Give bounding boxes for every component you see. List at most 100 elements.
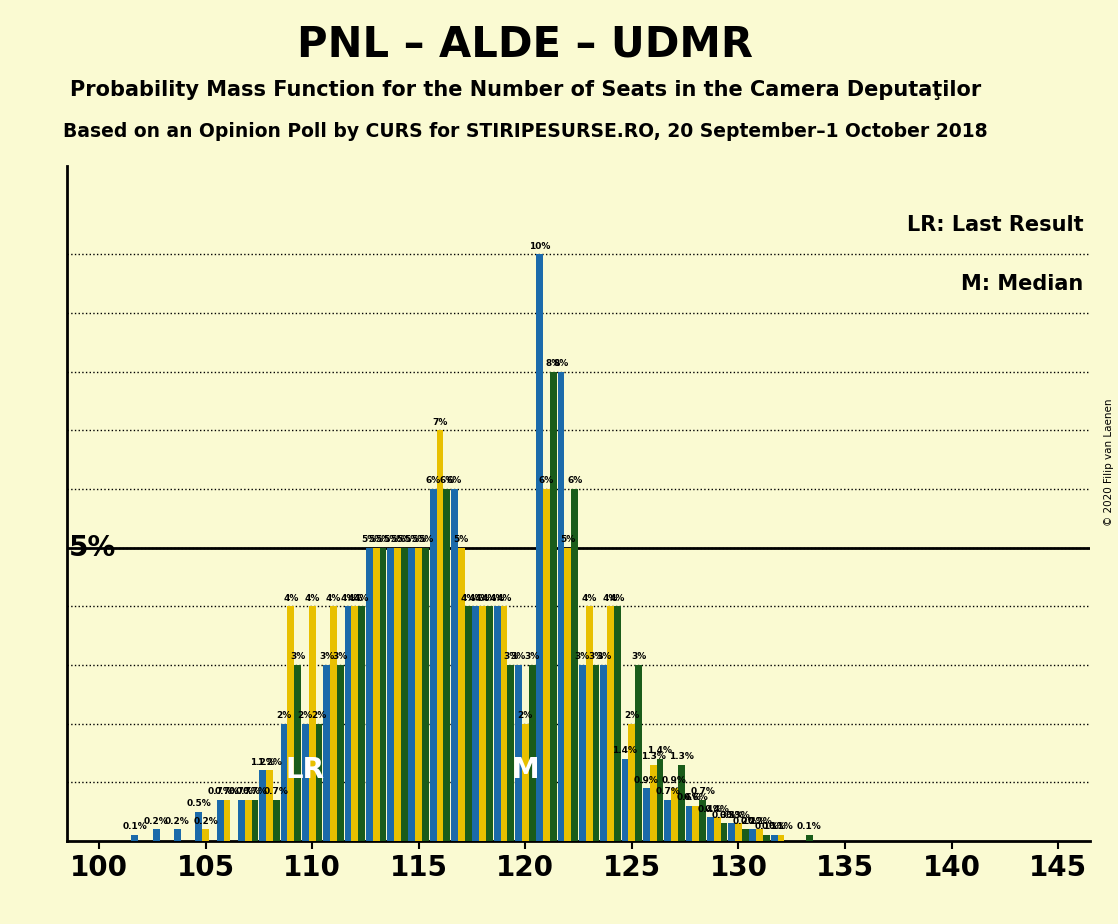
- Text: 0.1%: 0.1%: [761, 822, 787, 832]
- Text: 0.5%: 0.5%: [187, 799, 211, 808]
- Bar: [452, 489, 458, 841]
- Bar: [259, 771, 266, 841]
- Text: 0.1%: 0.1%: [797, 822, 822, 832]
- Text: 0.7%: 0.7%: [229, 787, 254, 796]
- Bar: [735, 823, 742, 841]
- Text: 0.7%: 0.7%: [264, 787, 288, 796]
- Text: 4%: 4%: [325, 594, 341, 602]
- Bar: [351, 606, 358, 841]
- Text: 3%: 3%: [588, 652, 604, 662]
- Bar: [437, 431, 444, 841]
- Bar: [294, 665, 301, 841]
- Text: 7%: 7%: [433, 418, 447, 427]
- Bar: [699, 800, 705, 841]
- Text: 3%: 3%: [596, 652, 612, 662]
- Text: 3%: 3%: [511, 652, 527, 662]
- Text: 4%: 4%: [340, 594, 356, 602]
- Bar: [671, 788, 678, 841]
- Text: 5%: 5%: [390, 535, 405, 544]
- Text: 1.3%: 1.3%: [669, 752, 694, 761]
- Bar: [281, 723, 287, 841]
- Bar: [196, 811, 202, 841]
- Text: M: Median: M: Median: [961, 274, 1083, 294]
- Text: 5%: 5%: [411, 535, 426, 544]
- Text: 4%: 4%: [283, 594, 299, 602]
- Text: 4%: 4%: [354, 594, 369, 602]
- Bar: [444, 489, 451, 841]
- Text: 0.1%: 0.1%: [123, 822, 148, 832]
- Text: 8%: 8%: [546, 359, 561, 368]
- Bar: [550, 371, 557, 841]
- Bar: [586, 606, 593, 841]
- Text: 5%: 5%: [361, 535, 377, 544]
- Bar: [302, 723, 309, 841]
- Text: 3%: 3%: [575, 652, 590, 662]
- Text: 2%: 2%: [311, 711, 326, 720]
- Bar: [728, 823, 735, 841]
- Text: 5%: 5%: [383, 535, 398, 544]
- Text: M: M: [511, 757, 539, 784]
- Text: 5%: 5%: [397, 535, 411, 544]
- Text: 0.2%: 0.2%: [747, 817, 773, 825]
- Bar: [429, 489, 437, 841]
- Bar: [742, 829, 749, 841]
- Bar: [764, 835, 770, 841]
- Bar: [465, 606, 472, 841]
- Bar: [565, 548, 571, 841]
- Text: © 2020 Filip van Laenen: © 2020 Filip van Laenen: [1105, 398, 1114, 526]
- Text: 5%: 5%: [418, 535, 433, 544]
- Text: 6%: 6%: [539, 477, 555, 485]
- Bar: [515, 665, 522, 841]
- Text: 5%: 5%: [405, 535, 419, 544]
- Bar: [749, 829, 756, 841]
- Bar: [394, 548, 401, 841]
- Bar: [529, 665, 536, 841]
- Bar: [174, 829, 181, 841]
- Bar: [315, 723, 322, 841]
- Text: 4%: 4%: [468, 594, 483, 602]
- Bar: [401, 548, 408, 841]
- Bar: [408, 548, 415, 841]
- Bar: [224, 800, 230, 841]
- Text: 2%: 2%: [276, 711, 292, 720]
- Bar: [635, 665, 642, 841]
- Text: 5%: 5%: [376, 535, 390, 544]
- Text: 0.3%: 0.3%: [711, 810, 737, 820]
- Text: 6%: 6%: [426, 477, 440, 485]
- Bar: [252, 800, 258, 841]
- Text: 0.1%: 0.1%: [769, 822, 794, 832]
- Bar: [720, 823, 728, 841]
- Text: 0.7%: 0.7%: [243, 787, 267, 796]
- Bar: [415, 548, 423, 841]
- Text: 3%: 3%: [333, 652, 348, 662]
- Bar: [358, 606, 364, 841]
- Text: Based on an Opinion Poll by CURS for STIRIPESURSE.RO, 20 September–1 October 201: Based on an Opinion Poll by CURS for STI…: [63, 122, 988, 141]
- Text: 0.3%: 0.3%: [719, 810, 743, 820]
- Text: 1.3%: 1.3%: [641, 752, 665, 761]
- Bar: [543, 489, 550, 841]
- Text: PNL – ALDE – UDMR: PNL – ALDE – UDMR: [297, 23, 754, 65]
- Bar: [508, 665, 514, 841]
- Text: 0.2%: 0.2%: [193, 817, 218, 825]
- Text: 0.2%: 0.2%: [144, 817, 169, 825]
- Bar: [245, 800, 252, 841]
- Text: 0.7%: 0.7%: [655, 787, 680, 796]
- Text: LR: LR: [286, 757, 325, 784]
- Bar: [238, 800, 245, 841]
- Text: 4%: 4%: [304, 594, 320, 602]
- Bar: [337, 665, 343, 841]
- Bar: [480, 606, 486, 841]
- Bar: [494, 606, 501, 841]
- Text: 6%: 6%: [567, 477, 582, 485]
- Bar: [685, 806, 692, 841]
- Text: 1.2%: 1.2%: [257, 758, 282, 767]
- Bar: [614, 606, 620, 841]
- Bar: [600, 665, 607, 841]
- Bar: [486, 606, 493, 841]
- Text: 4%: 4%: [581, 594, 597, 602]
- Bar: [643, 788, 650, 841]
- Text: 5%: 5%: [454, 535, 468, 544]
- Bar: [756, 829, 764, 841]
- Text: 0.2%: 0.2%: [732, 817, 758, 825]
- Bar: [202, 829, 209, 841]
